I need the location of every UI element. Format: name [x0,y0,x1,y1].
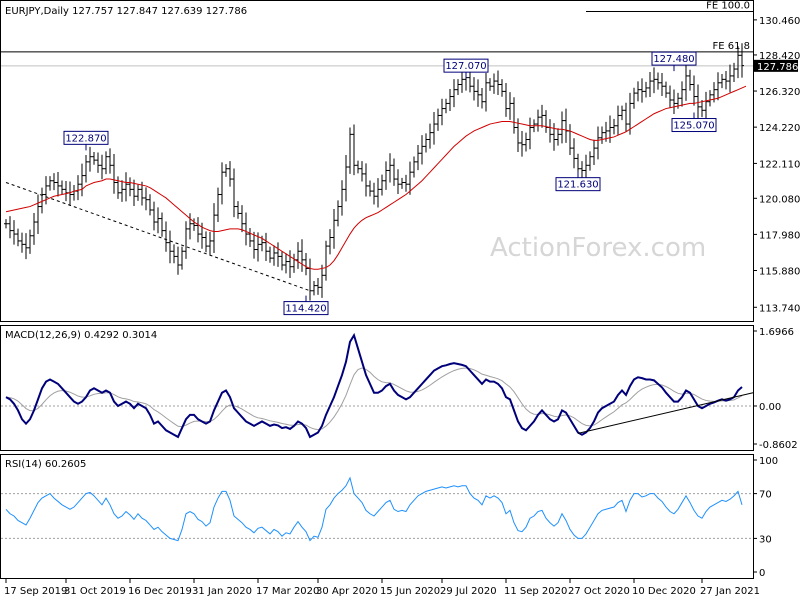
rsi-panel-frame [0,454,754,579]
price-axis-label: 120.080 [759,194,800,205]
date-axis-label: 31 Oct 2019 [64,586,126,597]
macd-trendline [577,392,754,434]
date-axis-label: 30 Apr 2020 [316,586,378,597]
date-axis-label: 11 Sep 2020 [504,586,567,597]
price-axis-label: 113.740 [759,303,800,314]
price-annotation-label: 127.480 [653,54,694,65]
date-axis-label: 17 Mar 2020 [256,586,319,597]
price-axis-label: 128.420 [759,51,800,62]
price-axis-label: 130.460 [759,16,800,27]
date-axis-label: 15 Jun 2020 [380,586,440,597]
date-axis-label: 29 Jul 2020 [440,586,497,597]
macd-plot [1,332,754,439]
rsi-axis-label: 30 [759,534,772,545]
price-overlays [5,85,747,292]
price-panel-frame [0,0,754,322]
date-axis-label: 16 Dec 2019 [128,586,192,597]
price-axis-label: 117.980 [759,230,800,241]
price-annotations: 122.870 114.420 127.070 121.630 127.480 125.0… [63,51,717,316]
rsi-axis-label: 100 [759,456,778,467]
price-bars [4,43,744,301]
price-annotation-label: 125.070 [673,121,714,132]
current-price-box [754,59,798,72]
rsi-line [5,476,743,542]
price-annotation-label: 114.420 [285,304,326,315]
date-axis-label: 27 Oct 2020 [568,586,630,597]
sma-line [5,85,747,270]
macd-signal-line [5,367,743,431]
fib-level-label: FE 61.8 [712,41,750,52]
rsi-axis-label: 0 [759,568,765,579]
watermark: ActionForex.com [490,233,706,263]
price-axis-label: 115.880 [759,266,800,277]
fib-level-label: FE 100.0 [706,0,750,11]
date-axis-label: 10 Dec 2020 [632,586,696,597]
macd-axis-label: 0.00 [759,402,781,413]
date-axis-label: 27 Jan 2021 [700,586,760,597]
price-annotation-label: 122.870 [65,133,106,144]
price-annotation-label: 127.070 [445,61,486,72]
price-guides: FE 100.0 FE 61.8 [1,0,753,67]
price-axis: 130.460 128.420 126.320 124.220 122.110 120.0… [753,16,800,314]
price-axis-label: 124.220 [759,123,800,134]
rsi-plot [1,476,753,542]
macd-axis: 1.6966 0.00 -0.8602 [753,327,798,451]
date-axis-label: 17 Sep 2019 [4,586,67,597]
macd-panel-frame [0,325,754,451]
macd-line [5,332,743,439]
current-price-label: 127.786 [757,62,798,73]
rsi-axis-label: 70 [759,490,772,501]
macd-axis-label: -0.8602 [759,440,798,451]
price-panel-header: EURJPY,Daily 127.757 127.847 127.639 127… [5,6,247,17]
price-axis-label: 126.320 [759,87,800,98]
price-axis-label: 122.110 [759,159,800,170]
macd-axis-label: 1.6966 [759,327,794,338]
date-axis-label: 31 Jan 2020 [192,586,252,597]
rsi-panel-title: RSI(14) 60.2605 [5,459,86,470]
macd-panel-title: MACD(12,26,9) 0.4292 0.3014 [5,330,157,341]
price-annotation-label: 121.630 [557,180,598,191]
rsi-axis: 100 70 30 0 [753,456,778,579]
